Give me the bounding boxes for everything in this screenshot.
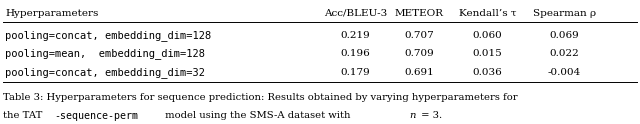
Text: Table 3: Hyperparameters for sequence prediction: Results obtained by varying hy: Table 3: Hyperparameters for sequence pr… [3, 93, 518, 102]
Text: pooling=concat, embedding_dim=128: pooling=concat, embedding_dim=128 [5, 30, 211, 41]
Text: -sequence-perm: -sequence-perm [54, 111, 138, 121]
Text: 0.709: 0.709 [404, 49, 434, 58]
Text: Acc/BLEU-3: Acc/BLEU-3 [324, 9, 387, 17]
Text: pooling=concat, embedding_dim=32: pooling=concat, embedding_dim=32 [5, 67, 205, 78]
Text: METEOR: METEOR [395, 9, 444, 17]
Text: Spearman ρ: Spearman ρ [533, 9, 596, 17]
Text: 0.036: 0.036 [473, 68, 502, 77]
Text: model using the SMS-A dataset with: model using the SMS-A dataset with [163, 111, 354, 120]
Text: 0.707: 0.707 [404, 31, 434, 40]
Text: the TAT: the TAT [3, 111, 43, 120]
Text: 0.015: 0.015 [473, 49, 502, 58]
Text: 0.179: 0.179 [340, 68, 370, 77]
Text: Hyperparameters: Hyperparameters [5, 9, 99, 17]
Text: 0.060: 0.060 [473, 31, 502, 40]
Text: 0.196: 0.196 [340, 49, 370, 58]
Text: 0.022: 0.022 [550, 49, 579, 58]
Text: -0.004: -0.004 [548, 68, 581, 77]
Text: = 3.: = 3. [418, 111, 442, 120]
Text: n: n [410, 111, 416, 120]
Text: 0.691: 0.691 [404, 68, 434, 77]
Text: 0.069: 0.069 [550, 31, 579, 40]
Text: 0.219: 0.219 [340, 31, 370, 40]
Text: pooling=mean,  embedding_dim=128: pooling=mean, embedding_dim=128 [5, 48, 205, 59]
Text: Kendall’s τ: Kendall’s τ [459, 9, 516, 17]
